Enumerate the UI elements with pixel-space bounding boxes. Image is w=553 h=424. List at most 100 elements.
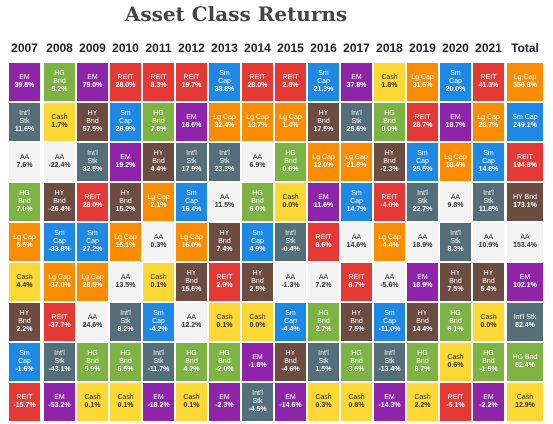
asset-class-label: REIT (51, 314, 68, 321)
return-value: 0.1% (117, 402, 134, 409)
return-cell: HG Bnd 6.0% (241, 182, 274, 222)
return-value: 2.7% (315, 326, 332, 333)
return-cell: Lg Cap 26.5% (76, 262, 109, 302)
return-cell: Cash 1.7% (43, 102, 76, 142)
return-value: 153.4% (513, 242, 537, 249)
return-cell: EM 11.6% (307, 182, 340, 222)
return-value: 28.0% (82, 202, 103, 209)
return-cell: Sm Cap 14.8% (472, 142, 505, 182)
return-cell: EM -14.3% (373, 382, 406, 422)
return-cell: AA 6.9% (241, 142, 274, 182)
asset-class-label: Stk (285, 238, 296, 245)
return-cell: REIT 41.3% (472, 62, 505, 102)
asset-class-label: Int'l (351, 110, 362, 117)
return-value: -14.3% (378, 402, 401, 409)
return-value: 0.0% (249, 322, 266, 329)
return-cell: Sm Cap 14.7% (340, 182, 373, 222)
return-value: 11.5% (214, 202, 235, 209)
asset-class-label: Stk (120, 318, 131, 325)
column-header: 2019 (409, 41, 436, 55)
asset-class-label: Cap (350, 198, 363, 205)
return-cell: AA 153.4% (506, 222, 544, 262)
return-cell: HY Bnd 173.1% (506, 182, 544, 222)
return-value: 17.5% (313, 126, 334, 133)
return-cell: Lg Cap 28.7% (472, 102, 505, 142)
return-value: 18.7% (445, 122, 466, 129)
asset-class-label: Bnd (350, 358, 363, 365)
asset-class-label: Cap (383, 318, 396, 325)
column-header: 2009 (79, 41, 106, 55)
asset-class-label: Lg Cap (147, 194, 170, 201)
asset-class-label: Lg Cap (411, 74, 434, 81)
return-cell: REIT -4.0% (373, 182, 406, 222)
return-cell: REIT 8.7% (340, 262, 373, 302)
asset-class-label: Bnd (284, 158, 297, 165)
return-cell: Lg Cap 18.4% (439, 142, 472, 182)
asset-class-label: AA (19, 154, 30, 161)
return-value: 7.6% (16, 162, 33, 169)
return-value: -1.8% (248, 362, 267, 369)
return-cell: EM -1.8% (241, 342, 274, 382)
asset-class-label: REIT (348, 274, 365, 281)
chart-title: Asset Class Returns (124, 2, 348, 26)
return-value: 2.2% (16, 326, 33, 333)
asset-class-label: Lg Cap (114, 234, 137, 241)
return-value: 0.1% (84, 402, 101, 409)
return-cell: AA 18.9% (406, 222, 439, 262)
asset-class-label: Bnd (383, 118, 396, 125)
asset-class-label: HG (153, 110, 164, 117)
return-value: 38.8% (214, 86, 235, 93)
asset-class-label: Lg Cap (477, 114, 500, 121)
asset-class-label: Cap (218, 78, 231, 85)
return-value: 28.0% (247, 82, 268, 89)
asset-class-label: Sm (450, 70, 461, 77)
return-value: -0.4% (281, 246, 300, 253)
return-value: 8.7% (414, 366, 431, 373)
return-value: 11.6% (14, 126, 35, 133)
return-cell: Int'l Stk 32.5% (76, 142, 109, 182)
return-value: 14.6% (346, 242, 367, 249)
return-cell: Lg Cap 1.4% (274, 102, 307, 142)
asset-class-label: Bnd (152, 158, 165, 165)
return-cell: Sm Cap 20.0% (439, 62, 472, 102)
asset-class-label: EM (87, 74, 98, 81)
asset-class-label: HY Bnd (513, 194, 537, 201)
return-cell: REIT -5.1% (439, 382, 472, 422)
column-header: 2018 (376, 41, 403, 55)
return-cell: REIT 28.7% (406, 102, 439, 142)
asset-class-label: Sm (285, 310, 296, 317)
return-value: 0.0% (480, 322, 497, 329)
asset-class-label: Bnd (86, 118, 99, 125)
asset-class-label: HY (120, 190, 131, 197)
return-cell: Sm Cap 4.9% (241, 222, 274, 262)
return-value: 37.8% (346, 82, 367, 89)
asset-class-label: Bnd (449, 278, 462, 285)
return-value: -22.4% (48, 162, 71, 169)
return-cell: REIT 19.7% (175, 62, 208, 102)
return-value: 0.6% (282, 166, 299, 173)
asset-class-label: Bnd (416, 358, 429, 365)
return-cell: Cash 0.1% (142, 262, 175, 302)
asset-class-label: HY (252, 270, 263, 277)
asset-class-label: REIT (16, 394, 33, 401)
return-value: 2.2% (414, 402, 431, 409)
return-value: -2.3% (215, 402, 234, 409)
return-cell: Lg Cap 16.0% (175, 222, 208, 262)
asset-class-label: Stk (450, 238, 461, 245)
column-header: 2008 (46, 41, 73, 55)
asset-class-label: Cash (447, 354, 464, 361)
asset-class-label: Bnd (53, 198, 66, 205)
asset-class-label: HG (285, 150, 296, 157)
return-value: 7.0% (16, 206, 33, 213)
return-cell: EM 18.9% (406, 262, 439, 302)
return-cell: HY Bnd 15.2% (109, 182, 142, 222)
asset-class-label: Bnd (152, 118, 165, 125)
return-cell: Int'l Stk 8.2% (109, 302, 142, 342)
asset-class-label: HG (219, 350, 230, 357)
return-value: 9.8% (447, 202, 464, 209)
asset-class-label: HY (219, 230, 230, 237)
return-cell: Sm Cap 249.1% (506, 102, 544, 142)
return-cell: AA 14.6% (340, 222, 373, 262)
return-value: -11.0% (378, 326, 401, 333)
return-value: -53.2% (48, 402, 71, 409)
